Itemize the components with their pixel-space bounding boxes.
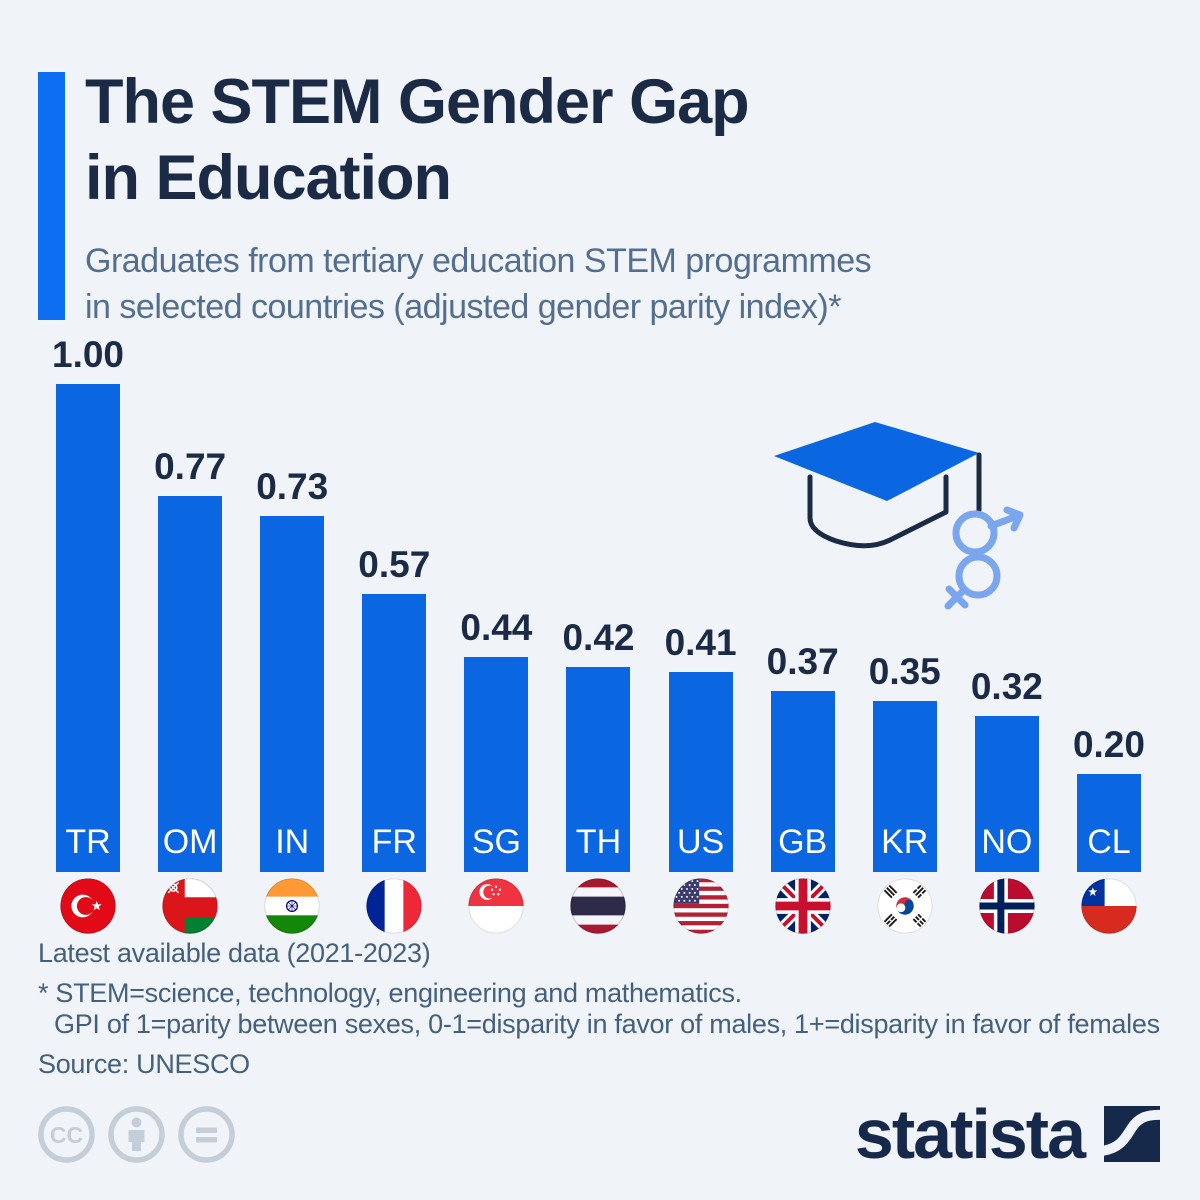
bar-column: 1.00 TR xyxy=(52,326,124,934)
bar-country-code: US xyxy=(676,823,725,861)
footnote-data-range: Latest available data (2021-2023) xyxy=(38,938,431,968)
bar-column: 0.37 GB xyxy=(767,326,839,934)
page-title: The STEM Gender Gap in Education xyxy=(85,64,1165,216)
bar: OM xyxy=(158,496,223,872)
bar-country-code: IN xyxy=(275,823,310,861)
bar: NO xyxy=(974,716,1039,872)
bar-country-code: TR xyxy=(65,823,111,861)
bar: IN xyxy=(260,516,325,872)
bar: CL xyxy=(1076,774,1141,872)
bar-country-code: CL xyxy=(1087,823,1131,861)
bar-country-code: OM xyxy=(162,823,218,861)
header: The STEM Gender Gap in Education Graduat… xyxy=(85,64,1165,330)
page-subtitle: Graduates from tertiary education STEM p… xyxy=(85,238,1165,330)
statista-logo-mark xyxy=(1104,1106,1160,1162)
bar-country-code: TH xyxy=(575,823,622,861)
bar-value-label: 0.35 xyxy=(868,651,941,693)
svg-text:CC: CC xyxy=(50,1122,83,1148)
bar-column: 0.32 NO xyxy=(971,326,1043,934)
cc-nd-icon xyxy=(178,1105,235,1163)
flag-oman-icon xyxy=(162,878,218,934)
bar-value-label: 0.37 xyxy=(766,641,839,683)
footnote-gpi-definition: GPI of 1=parity between sexes, 0-1=dispa… xyxy=(54,1009,1160,1039)
bar: US xyxy=(668,672,733,872)
bar-country-code: SG xyxy=(471,823,521,861)
bar: TR xyxy=(56,384,120,872)
flag-chile-icon xyxy=(1081,878,1137,934)
title-line-1: The STEM Gender Gap xyxy=(85,67,750,137)
bar-value-label: 0.42 xyxy=(562,617,635,659)
statista-logo: statista xyxy=(855,1099,1160,1169)
male-symbol-circle xyxy=(952,510,998,556)
graduation-cap-gender-icon xyxy=(774,422,1024,610)
bar-column: 0.35 KR xyxy=(869,326,941,934)
license-icons: CC xyxy=(38,1105,235,1163)
bar-column: 0.20 CL xyxy=(1073,326,1145,934)
title-line-2: in Education xyxy=(85,143,452,213)
subtitle-line-2: in selected countries (adjusted gender p… xyxy=(85,288,841,326)
bar: GB xyxy=(770,691,835,872)
bar-value-label: 0.41 xyxy=(664,622,737,664)
mortarboard-top xyxy=(774,422,979,501)
flag-singapore-icon xyxy=(468,878,525,934)
bar-chart: 1.00 TR 0.77 OM 0.73 IN 0.57 FR 0.44 SG 0.42 TH 0.41… xyxy=(52,326,1145,934)
bar-value-label: 0.73 xyxy=(256,466,329,508)
bar-column: 0.42 TH xyxy=(562,326,634,934)
statista-wordmark: statista xyxy=(854,1095,1086,1173)
bar: SG xyxy=(464,657,529,872)
flag-united-kingdom-icon xyxy=(775,878,831,934)
subtitle-line-1: Graduates from tertiary education STEM p… xyxy=(85,242,872,280)
bar-column: 0.41 US xyxy=(665,326,737,934)
flag-thailand-icon xyxy=(570,878,627,934)
flag-united-states-icon xyxy=(672,878,729,934)
bar-value-label: 0.57 xyxy=(358,544,431,586)
footnote-stem-definition: * STEM=science, technology, engineering … xyxy=(38,978,742,1008)
bar-country-code: NO xyxy=(981,823,1033,861)
source-note: Source: UNESCO xyxy=(38,1049,250,1079)
female-symbol-circle xyxy=(955,553,1001,599)
bar: KR xyxy=(872,701,937,872)
male-symbol-arrowhead xyxy=(1003,506,1024,532)
flag-south-korea-icon xyxy=(877,878,933,934)
flag-india-icon xyxy=(264,878,320,934)
cap-base-outline xyxy=(807,474,949,549)
bar-column: 0.57 FR xyxy=(358,326,430,934)
title-accent-bar xyxy=(38,72,65,320)
cc-by-icon xyxy=(108,1105,165,1163)
bar-column: 0.73 IN xyxy=(256,326,328,934)
cc-icon: CC xyxy=(38,1105,95,1163)
bar-country-code: GB xyxy=(778,823,828,861)
bar-value-label: 0.32 xyxy=(970,666,1043,708)
bar-country-code: KR xyxy=(881,823,929,861)
bar: FR xyxy=(362,594,427,872)
footer: CC statista xyxy=(38,1098,1160,1170)
bar-value-label: 1.00 xyxy=(52,334,125,376)
footnotes: Latest available data (2021-2023) * STEM… xyxy=(38,938,1168,1080)
bar-value-label: 0.44 xyxy=(460,607,533,649)
female-symbol-crossbar xyxy=(945,585,969,609)
bar-country-code: FR xyxy=(371,823,417,861)
bar-value-label: 0.77 xyxy=(154,446,227,488)
flag-france-icon xyxy=(366,878,422,934)
bar-column: 0.77 OM xyxy=(154,326,226,934)
bar-value-label: 0.20 xyxy=(1072,724,1145,766)
gender-symbols-icon xyxy=(944,506,1024,610)
bar-column: 0.44 SG xyxy=(460,326,532,934)
bar: TH xyxy=(566,667,631,872)
flag-norway-icon xyxy=(979,878,1035,934)
flag-turkey-icon xyxy=(60,878,116,934)
